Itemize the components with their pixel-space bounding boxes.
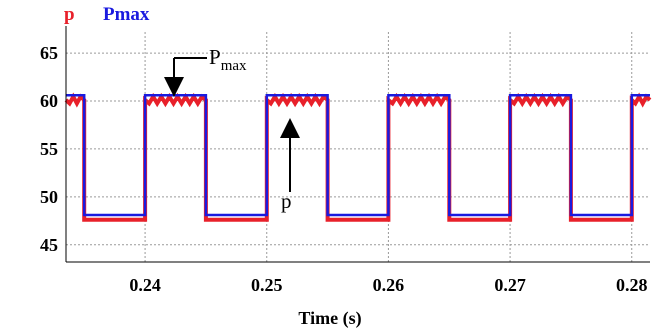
x-tick-label: 0.26 [373,275,405,295]
x-tick-label: 0.28 [616,275,648,295]
y-tick-label: 45 [40,235,58,255]
y-tick-label: 65 [40,43,58,63]
annotation-pmax-label: Pmax [209,45,247,74]
series-group [64,92,652,222]
legend-entry-pmax: Pmax [103,4,150,25]
x-axis-title: Time (s) [298,308,361,329]
grid [66,32,650,262]
x-tick-label: 0.25 [251,275,283,295]
series-line-p [64,92,652,222]
x-tick-label: 0.24 [129,275,161,295]
y-tick-label: 50 [40,187,58,207]
annotation-p-label: p [281,189,292,213]
series-line-pmax [66,94,650,217]
legend-entry-p: p [64,4,75,25]
axes: 45 50 55 60 65 0.24 0.25 0.26 0.27 0.28 [40,26,650,295]
y-tick-label: 55 [40,139,58,159]
annotations: Pmax p [164,45,300,213]
y-tick-label: 60 [40,91,58,111]
x-tick-label: 0.27 [494,275,526,295]
